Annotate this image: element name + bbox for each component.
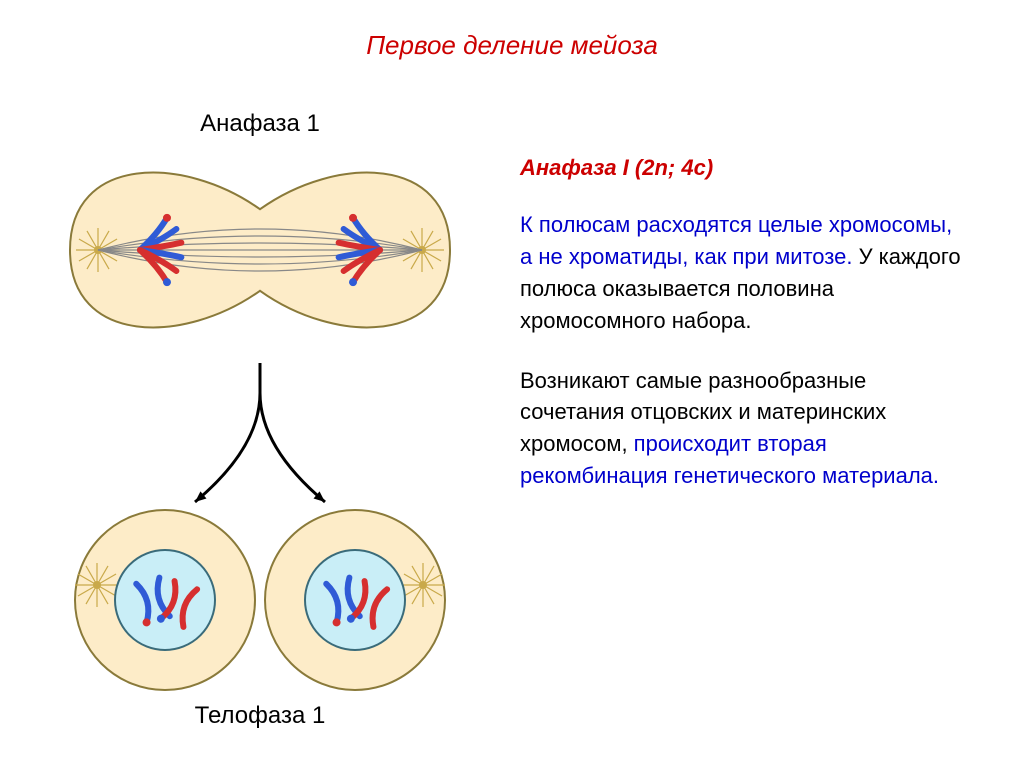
text-span: целые хромосомы: [758, 212, 946, 237]
meiosis-diagram: [50, 110, 470, 710]
diagram-area: Анафаза 1 Телофаза 1: [50, 110, 470, 730]
anaphase-label-text: Анафаза 1: [200, 110, 320, 137]
subtitle: Анафаза I (2n; 4c): [520, 155, 970, 181]
text-area: Анафаза I (2n; 4c) К полюсам расходятся …: [520, 155, 970, 520]
telophase-label-text: Телофаза 1: [195, 702, 326, 729]
nucleus: [115, 550, 215, 650]
title-text: Первое деление мейоза: [366, 30, 658, 60]
paragraph-1: К полюсам расходятся целые хромосомы, а …: [520, 209, 970, 337]
subtitle-text: Анафаза I (2n; 4c): [520, 155, 713, 180]
text-span: К полюсам расходятся: [520, 212, 758, 237]
paragraph-2: Возникают самые разнообразные сочетания …: [520, 365, 970, 493]
nucleus: [305, 550, 405, 650]
split-arrow: [195, 393, 260, 502]
anaphase-label: Анафаза 1: [50, 110, 470, 138]
split-arrow: [260, 393, 325, 502]
page-title: Первое деление мейоза: [0, 30, 1024, 61]
telophase-label: Телофаза 1: [50, 702, 470, 730]
